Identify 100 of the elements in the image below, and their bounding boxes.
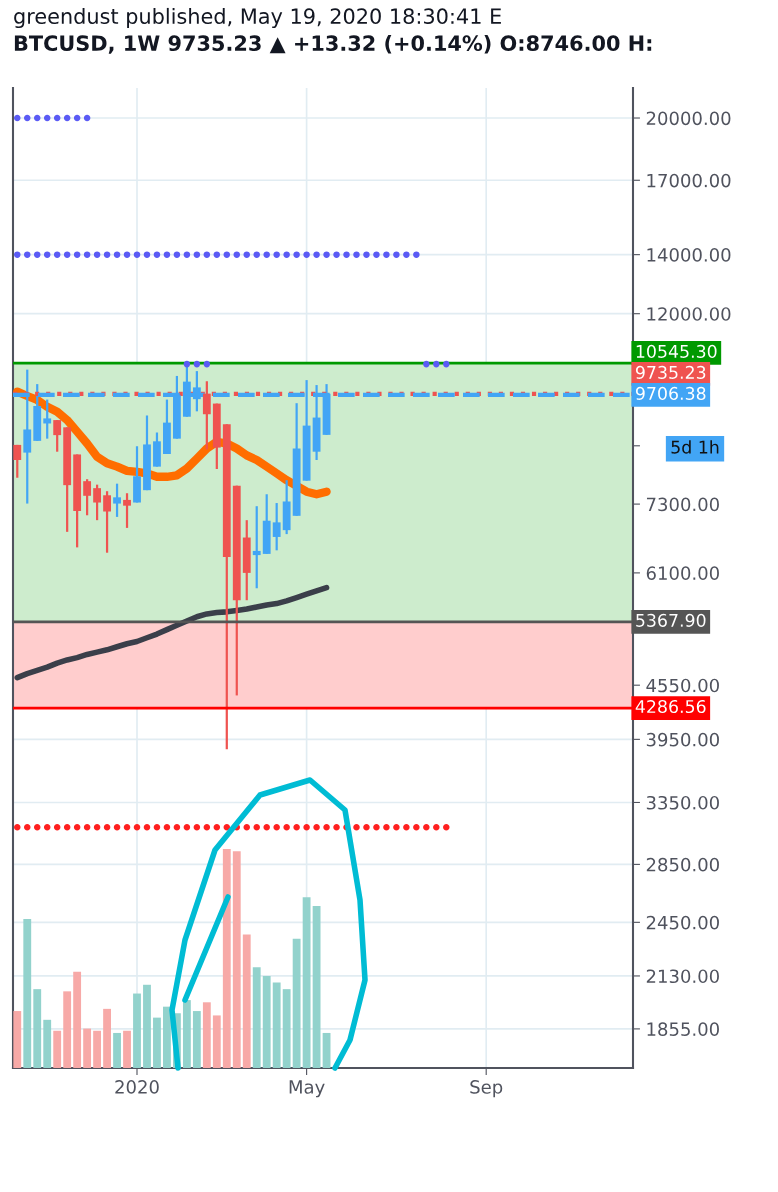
point xyxy=(93,251,101,258)
point xyxy=(24,251,31,258)
point xyxy=(393,824,400,831)
point xyxy=(53,824,61,831)
point xyxy=(443,824,450,831)
point xyxy=(243,824,250,831)
point xyxy=(253,824,260,831)
point xyxy=(123,824,131,831)
point xyxy=(273,824,280,831)
point xyxy=(24,114,31,122)
point xyxy=(363,824,370,831)
bar xyxy=(163,1006,171,1068)
point xyxy=(14,114,21,122)
point xyxy=(113,824,121,831)
point xyxy=(133,824,141,831)
point xyxy=(43,251,51,258)
point xyxy=(83,114,91,122)
point xyxy=(423,824,430,831)
point xyxy=(243,251,250,258)
bar xyxy=(43,1019,52,1068)
point xyxy=(14,824,21,831)
y-tick-label: 2450.00 xyxy=(646,915,719,930)
ref-line-label: 5367.90 xyxy=(636,613,706,627)
point xyxy=(333,251,340,258)
point xyxy=(413,251,420,258)
point xyxy=(133,251,141,258)
point xyxy=(33,824,41,831)
point xyxy=(203,824,211,831)
point xyxy=(113,251,121,258)
x-tick-label: Sep xyxy=(470,1080,503,1098)
point xyxy=(353,824,360,831)
point xyxy=(383,824,390,831)
candlestick xyxy=(252,505,261,590)
point xyxy=(103,251,111,258)
y-tick-label: 3950.00 xyxy=(646,732,719,747)
point xyxy=(383,251,390,258)
candlestick xyxy=(123,492,131,530)
bar xyxy=(133,993,141,1068)
point xyxy=(433,824,440,831)
candlestick xyxy=(113,482,121,519)
point xyxy=(83,824,91,831)
bar xyxy=(83,1028,92,1068)
point xyxy=(353,251,360,258)
bar xyxy=(292,938,301,1068)
point xyxy=(323,824,330,831)
candlestick xyxy=(83,478,92,517)
bar xyxy=(143,984,151,1068)
point xyxy=(73,824,81,831)
bar xyxy=(13,1011,22,1068)
y-tick-label: 14000.00 xyxy=(647,248,731,262)
point xyxy=(103,824,111,831)
point xyxy=(443,360,450,368)
y-tick-label: 17000.00 xyxy=(647,173,731,188)
point xyxy=(203,360,211,368)
point xyxy=(53,251,61,258)
point xyxy=(293,251,300,258)
point xyxy=(63,114,71,122)
point xyxy=(43,824,51,831)
point xyxy=(413,824,420,831)
point xyxy=(173,251,181,258)
point xyxy=(303,824,310,831)
y-tick-label: 3350.00 xyxy=(646,795,719,810)
point xyxy=(223,251,231,258)
point xyxy=(153,251,161,258)
y-tick-label: 6100.00 xyxy=(646,566,719,581)
point xyxy=(173,824,181,831)
bar xyxy=(33,989,42,1068)
bar xyxy=(73,971,82,1068)
point xyxy=(153,824,161,831)
ref-line-label: 10545.30 xyxy=(636,344,717,358)
point xyxy=(73,114,81,122)
point xyxy=(183,824,191,831)
point xyxy=(283,824,290,831)
point xyxy=(163,251,171,258)
point xyxy=(193,251,201,258)
x-tick-label: 2020 xyxy=(115,1080,159,1094)
point xyxy=(313,251,320,258)
candlestick xyxy=(13,443,22,479)
bar xyxy=(212,1015,221,1068)
point xyxy=(433,360,440,368)
bar xyxy=(252,967,261,1068)
point xyxy=(423,360,430,368)
y-tick-label: 1855.00 xyxy=(647,1022,719,1037)
y-tick-label: 12000.00 xyxy=(647,307,731,321)
bar xyxy=(93,1030,102,1068)
point xyxy=(333,824,340,831)
bar xyxy=(282,989,291,1068)
candlestick xyxy=(43,398,52,440)
point xyxy=(213,251,221,258)
point xyxy=(143,251,151,258)
point xyxy=(63,824,71,831)
candlestick xyxy=(103,490,111,554)
x-tick-label: May xyxy=(289,1080,325,1098)
bar xyxy=(242,934,251,1068)
point xyxy=(183,251,191,258)
bar xyxy=(232,851,241,1068)
candlestick xyxy=(93,483,102,522)
ref-line-label: 9706.38 xyxy=(635,386,706,400)
point xyxy=(193,824,201,831)
point xyxy=(293,824,300,831)
